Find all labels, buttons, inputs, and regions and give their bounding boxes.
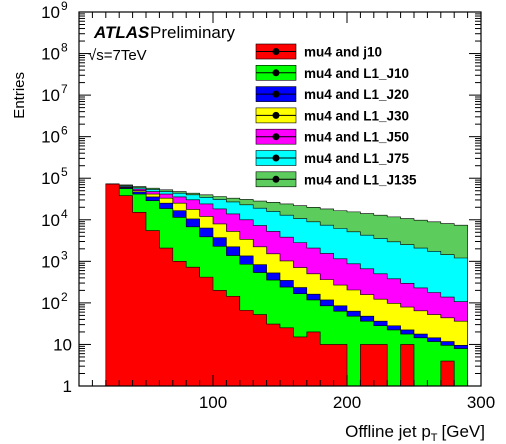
y-tick-label: 10	[41, 128, 60, 147]
histogram-fills	[105, 183, 468, 387]
atlas-label: ATLAS	[93, 23, 150, 42]
legend: mu4 and j10 mu4 and L1_J10 mu4 and L1_J20m…	[255, 43, 417, 187]
histogram-area-6	[105, 183, 468, 387]
energy-label: √s=7TeV	[88, 47, 147, 64]
y-tick-exponent: 8	[61, 41, 68, 55]
legend-label: mu4 and L1_J30	[304, 108, 409, 123]
legend-marker	[272, 69, 280, 77]
y-axis-label: Entries	[11, 72, 28, 119]
legend-marker	[272, 175, 280, 183]
y-tick-exponent: 5	[61, 165, 68, 179]
legend-label: mu4 and L1_J50	[304, 130, 409, 145]
y-tick-exponent: 3	[61, 248, 68, 262]
legend-entry-0: mu4 and j10	[255, 43, 382, 60]
y-tick-label: 1	[63, 377, 72, 396]
legend-marker	[272, 90, 280, 98]
x-axis-label-main: Offline jet p	[345, 422, 431, 441]
legend-marker	[272, 111, 280, 119]
x-tick-label: 100	[199, 393, 227, 412]
y-tick-exponent: 7	[61, 82, 68, 96]
series-6	[105, 183, 468, 387]
y-tick-exponent: 9	[61, 0, 68, 13]
y-tick-label: 10	[41, 169, 60, 188]
legend-entry-6: mu4 and L1_J135	[255, 171, 417, 187]
legend-label: mu4 and L1_J20	[304, 87, 409, 102]
legend-marker	[272, 48, 280, 55]
x-axis-label-sub: T	[431, 432, 438, 444]
x-axis-label-unit: [GeV]	[442, 422, 485, 441]
y-tick-label: 10	[41, 3, 60, 22]
legend-label: mu4 and j10	[304, 45, 382, 60]
x-axis-label: Offline jet pT [GeV]	[345, 422, 485, 444]
preliminary-label: Preliminary	[150, 23, 236, 42]
legend-entry-1: mu4 and L1_J10	[255, 65, 409, 81]
legend-marker	[272, 133, 280, 141]
y-tick-label: 10	[41, 252, 60, 271]
legend-entry-4: mu4 and L1_J50	[255, 128, 409, 145]
y-tick-label: 10	[41, 45, 60, 64]
x-tick-label: 300	[467, 393, 495, 412]
legend-entry-2: mu4 and L1_J20	[255, 86, 409, 102]
x-tick-label: 200	[333, 393, 361, 412]
y-tick-exponent: 2	[61, 290, 68, 304]
legend-label: mu4 and L1_J10	[304, 66, 409, 81]
legend-marker	[272, 154, 280, 162]
y-tick-exponent: 4	[61, 207, 68, 221]
y-tick-label: 10	[41, 211, 60, 230]
legend-entry-3: mu4 and L1_J30	[255, 107, 409, 123]
y-tick-label: 10	[53, 335, 72, 354]
legend-label: mu4 and L1_J75	[304, 151, 410, 166]
y-tick-label: 10	[41, 294, 60, 313]
legend-label: mu4 and L1_J135	[304, 172, 417, 187]
legend-entry-5: mu4 and L1_J75	[255, 150, 410, 166]
y-tick-exponent: 6	[61, 124, 68, 138]
y-tick-label: 10	[41, 86, 60, 105]
